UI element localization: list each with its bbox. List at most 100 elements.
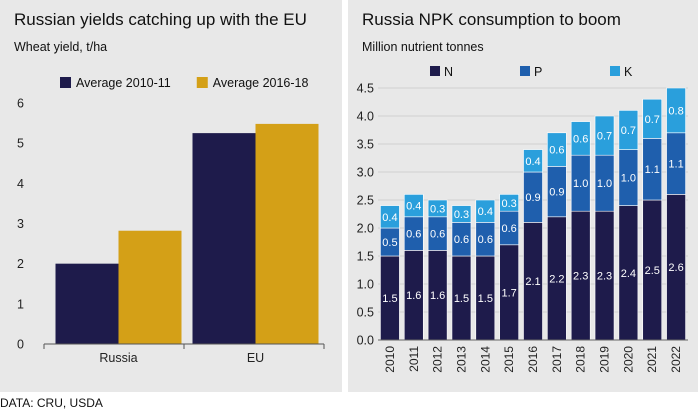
data-label-n-2015: 1.7 <box>502 287 517 299</box>
data-label-k-2020: 0.7 <box>621 125 636 137</box>
npk-consumption-chart: N P K 0.0 0.5 1.0 1.5 2.0 2.5 3.0 3.5 4.0 4.5 1.5 0.5 0… <box>357 65 688 373</box>
data-label-n-2022: 2.6 <box>668 262 683 274</box>
data-label-n-2013: 1.5 <box>454 293 469 305</box>
data-label-k-2013: 0.3 <box>454 209 469 221</box>
x-tick-label: 2011 <box>407 346 421 372</box>
bar-average-2010-11-russia <box>55 263 119 344</box>
source-note: DATA: CRU, USDA <box>0 396 103 410</box>
legend-label-0: Average 2010-11 <box>76 76 171 90</box>
x-tick-label: EU <box>247 351 264 365</box>
y-tick-label: 3 <box>17 217 24 231</box>
legend-swatch-1 <box>196 77 208 88</box>
y-tick-label: 4.5 <box>357 82 374 96</box>
data-label-p-2015: 0.6 <box>502 223 517 235</box>
y-tick-label: 1.5 <box>357 250 374 264</box>
legend-label-n: N <box>444 65 453 79</box>
legend-swatch-n <box>430 66 440 76</box>
y-tick-label: 0.5 <box>357 306 374 320</box>
data-label-k-2014: 0.4 <box>478 206 493 218</box>
x-tick-label: Russia <box>99 351 137 365</box>
data-label-n-2018: 2.3 <box>573 271 588 283</box>
data-label-n-2021: 2.5 <box>645 265 660 277</box>
y-tick-label: 2.5 <box>357 194 374 208</box>
wheat-yield-chart: Average 2010-11 Average 2016-18 0 1 2 3 4 5 6 Rus… <box>17 76 325 365</box>
bar-segment-k-2011 <box>403 194 424 218</box>
bar-segment-k-2015 <box>499 194 519 212</box>
legend-swatch-0 <box>60 77 71 88</box>
data-label-p-2012: 0.6 <box>430 229 445 241</box>
bar-average-2010-11-eu <box>192 133 256 344</box>
data-label-n-2020: 2.4 <box>621 268 636 280</box>
bar-segment-k-2013 <box>451 205 472 223</box>
data-label-p-2014: 0.6 <box>478 234 493 246</box>
bar-segment-k-2012 <box>427 199 448 218</box>
bar-average-2016-18-russia <box>118 230 182 344</box>
bar-segment-k-2019 <box>594 115 615 156</box>
bar-segment-k-2020 <box>618 110 639 150</box>
x-tick-label: 2019 <box>598 346 612 373</box>
y-tick-label: 1 <box>17 297 24 311</box>
wheat-chart-subtitle: Wheat yield, t/ha <box>14 40 108 54</box>
y-tick-label: 5 <box>17 137 24 151</box>
data-label-k-2022: 0.8 <box>668 105 683 117</box>
y-tick-label: 4.0 <box>357 110 374 124</box>
legend-swatch-p <box>520 66 530 76</box>
data-label-n-2014: 1.5 <box>478 293 493 305</box>
data-label-p-2016: 0.9 <box>525 192 540 204</box>
data-label-k-2017: 0.6 <box>549 145 564 157</box>
bar-segment-k-2018 <box>570 121 591 156</box>
x-tick-label: 2018 <box>574 346 588 373</box>
data-label-n-2019: 2.3 <box>597 271 612 283</box>
x-tick-label: 2021 <box>645 346 659 373</box>
x-tick-label: 2010 <box>383 346 397 373</box>
y-tick-label: 1.0 <box>357 278 374 292</box>
bar-segment-k-2021 <box>642 98 663 139</box>
data-label-p-2018: 1.0 <box>573 178 588 190</box>
legend-label-k: K <box>624 65 633 79</box>
data-label-p-2010: 0.5 <box>382 237 397 249</box>
data-label-k-2016: 0.4 <box>525 156 540 168</box>
bar-segment-k-2022 <box>666 87 686 134</box>
data-label-k-2021: 0.7 <box>645 114 660 126</box>
y-tick-label: 4 <box>17 177 24 191</box>
legend-label-p: P <box>534 65 542 79</box>
data-label-p-2011: 0.6 <box>406 229 421 241</box>
bar-average-2016-18-eu <box>255 123 319 345</box>
data-label-p-2019: 1.0 <box>597 178 612 190</box>
y-tick-label: 6 <box>17 97 24 111</box>
data-label-k-2012: 0.3 <box>430 203 445 215</box>
legend-swatch-k <box>610 66 620 76</box>
y-tick-label: 2.0 <box>357 222 374 236</box>
bar-segment-k-2014 <box>475 199 496 223</box>
x-tick-label: 2022 <box>669 346 683 373</box>
x-tick-label: 2012 <box>431 346 445 373</box>
x-tick-label: 2020 <box>621 346 635 373</box>
npk-chart-title: Russia NPK consumption to boom <box>362 10 621 29</box>
data-label-p-2022: 1.1 <box>668 159 683 171</box>
data-label-p-2021: 1.1 <box>645 164 660 176</box>
x-tick-label: 2015 <box>502 346 516 373</box>
data-label-p-2017: 0.9 <box>549 187 564 199</box>
data-label-n-2010: 1.5 <box>382 293 397 305</box>
data-label-k-2018: 0.6 <box>573 133 588 145</box>
data-label-k-2011: 0.4 <box>406 201 421 213</box>
bar-segment-k-2016 <box>523 149 543 173</box>
data-label-p-2013: 0.6 <box>454 234 469 246</box>
data-label-n-2012: 1.6 <box>430 290 445 302</box>
bar-segment-k-2017 <box>547 132 567 167</box>
npk-chart-subtitle: Million nutrient tonnes <box>362 40 484 54</box>
x-tick-label: 2013 <box>454 346 468 373</box>
y-tick-label: 3.0 <box>357 166 374 180</box>
y-tick-label: 0 <box>17 338 24 352</box>
x-tick-label: 2017 <box>550 346 564 373</box>
y-tick-label: 3.5 <box>357 138 374 152</box>
data-label-n-2016: 2.1 <box>525 276 540 288</box>
data-label-k-2015: 0.3 <box>502 198 517 210</box>
y-tick-label: 2 <box>17 257 24 271</box>
data-label-p-2020: 1.0 <box>621 173 636 185</box>
x-tick-label: 2016 <box>526 346 540 373</box>
wheat-chart-title: Russian yields catching up with the EU <box>14 10 307 29</box>
data-label-n-2017: 2.2 <box>549 273 564 285</box>
data-label-k-2019: 0.7 <box>597 131 612 143</box>
x-tick-label: 2014 <box>478 346 492 373</box>
